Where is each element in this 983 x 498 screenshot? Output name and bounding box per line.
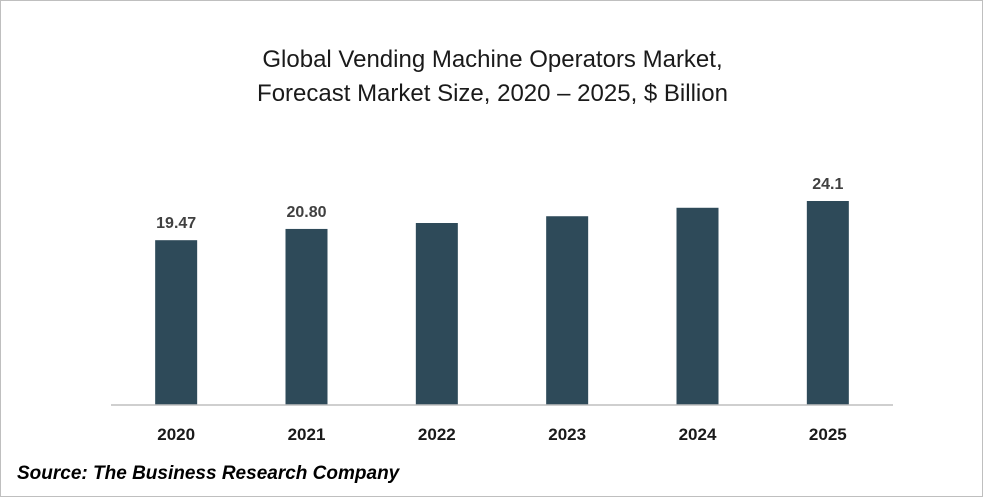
chart-title-line-2: Forecast Market Size, 2020 – 2025, $ Bil… (257, 80, 728, 107)
x-tick-label-2021: 2021 (288, 425, 326, 444)
bars-layer (155, 201, 849, 405)
source-note: Source: The Business Research Company (17, 463, 400, 484)
bar-2025 (806, 201, 849, 405)
x-tick-label-2024: 2024 (679, 425, 717, 444)
x-tick-label-2023: 2023 (548, 425, 586, 444)
bar-2021 (285, 228, 328, 405)
labels-layer: 19.47 2020 20.80 2021 2022 2023 2024 24.1 2025 (156, 176, 847, 444)
data-label-2025: 24.1 (812, 176, 843, 193)
bar-2020 (155, 240, 198, 405)
data-label-2021: 20.80 (286, 204, 326, 221)
bar-2024 (676, 207, 719, 405)
chart-title: Global Vending Machine Operators Market,… (1, 43, 983, 111)
bar-2023 (546, 216, 589, 405)
x-tick-label-2022: 2022 (418, 425, 456, 444)
x-tick-label-2025: 2025 (809, 425, 847, 444)
x-tick-label-2020: 2020 (157, 425, 195, 444)
chart-title-line-1: Global Vending Machine Operators Market, (262, 46, 723, 73)
bar-2022 (415, 223, 458, 405)
data-label-2020: 19.47 (156, 215, 196, 232)
